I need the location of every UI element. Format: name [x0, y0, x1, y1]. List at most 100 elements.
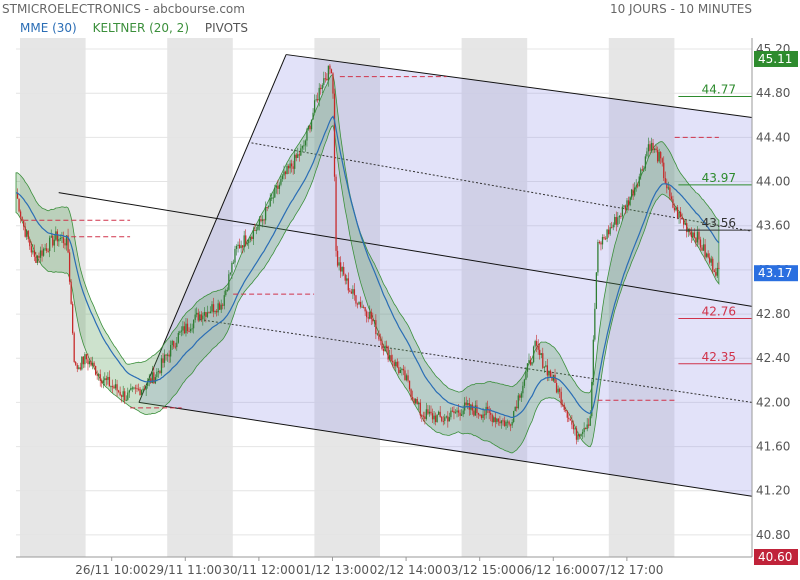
candle-body	[410, 389, 412, 398]
candle-body	[597, 241, 599, 273]
candle-body	[603, 237, 605, 239]
candle-body	[413, 398, 415, 404]
candle-body	[139, 388, 141, 396]
candle-body	[104, 378, 106, 381]
candle-body	[529, 359, 532, 365]
candle-body	[272, 197, 274, 199]
candle-body	[93, 362, 95, 367]
candle-body	[411, 397, 414, 399]
candle-body	[629, 197, 631, 206]
candle-body	[493, 417, 495, 422]
candle-body	[474, 405, 477, 416]
candle-body	[188, 330, 190, 332]
candle-body	[344, 274, 346, 281]
candle-body	[701, 247, 703, 251]
candle-body	[465, 402, 467, 405]
candle-body	[366, 311, 368, 318]
candle-body	[563, 404, 565, 410]
candle-body	[49, 237, 51, 252]
candle-body	[55, 231, 57, 240]
candle-body	[523, 379, 526, 386]
candle-body	[661, 158, 663, 163]
candle-body	[173, 340, 175, 347]
candle-body	[257, 226, 259, 230]
candle-body	[243, 235, 245, 248]
y-tick-label: 42.00	[756, 395, 790, 409]
candle-body	[289, 163, 291, 169]
candle-body	[669, 187, 671, 197]
candle-body	[263, 219, 265, 221]
candle-body	[29, 239, 31, 247]
candle-body	[79, 367, 81, 370]
candle-body	[399, 370, 402, 374]
y-tick-label: 44.40	[756, 130, 790, 144]
candle-body	[425, 409, 428, 419]
candle-body	[121, 395, 123, 397]
candle-body	[318, 87, 320, 101]
legend-keltner[interactable]: KELTNER (20, 2)	[92, 21, 189, 35]
candle-body	[560, 391, 562, 405]
candle-body	[531, 362, 533, 365]
candle-body	[21, 216, 23, 221]
candle-body	[338, 262, 340, 266]
candle-body	[258, 219, 261, 227]
candle-body	[581, 432, 584, 434]
candle-body	[473, 410, 475, 416]
candle-body	[116, 384, 118, 391]
candle-body	[372, 319, 374, 322]
day-band	[461, 38, 528, 557]
candle-body	[692, 232, 694, 237]
candle-body	[295, 154, 297, 158]
candle-body	[641, 169, 643, 171]
candle-body	[223, 295, 225, 306]
candle-body	[59, 238, 62, 240]
legend-pivots[interactable]: PIVOTS	[204, 21, 248, 35]
legend-ema[interactable]: MME (30)	[20, 21, 77, 35]
candle-body	[358, 301, 360, 305]
y-tick-label: 42.40	[756, 351, 790, 365]
level-label: 42.76	[702, 304, 736, 318]
candle-body	[454, 412, 457, 414]
candle-body	[220, 304, 222, 310]
candle-body	[180, 330, 183, 332]
y-tick-label: 44.80	[756, 86, 790, 100]
candle-body	[170, 344, 172, 357]
candle-body	[373, 320, 375, 322]
candle-body	[202, 315, 204, 320]
period-label[interactable]: 10 JOURS - 10 MINUTES	[609, 2, 752, 16]
candle-body	[376, 333, 379, 335]
candle-body	[453, 410, 455, 414]
candle-body	[336, 250, 339, 266]
candle-body	[572, 424, 575, 430]
level-label: 42.35	[702, 350, 736, 364]
candle-body	[278, 184, 281, 189]
candle-body	[312, 112, 314, 120]
session-bands	[20, 38, 675, 557]
candle-body	[509, 424, 512, 426]
candle-body	[231, 262, 233, 273]
candle-body	[431, 413, 434, 420]
candle-body	[615, 216, 617, 225]
y-tick-label: 41.20	[756, 484, 790, 498]
candle-body	[292, 166, 294, 169]
candle-body	[686, 223, 688, 233]
candle-body	[251, 236, 253, 240]
candle-body	[137, 388, 140, 390]
candle-body	[33, 250, 36, 257]
candle-body	[206, 312, 209, 317]
candle-body	[595, 272, 598, 309]
candle-body	[369, 311, 371, 319]
x-tick-label: 30/11 12:00	[222, 563, 295, 577]
candle-body	[612, 224, 614, 228]
candle-body	[297, 154, 299, 158]
candle-body	[102, 380, 104, 384]
candle-body	[90, 361, 92, 366]
candle-body	[76, 364, 78, 369]
candle-body	[634, 187, 636, 196]
candle-body	[439, 411, 441, 417]
candle-body	[44, 248, 46, 250]
candle-body	[663, 162, 665, 179]
candle-body	[436, 414, 438, 423]
candle-body	[614, 216, 616, 225]
